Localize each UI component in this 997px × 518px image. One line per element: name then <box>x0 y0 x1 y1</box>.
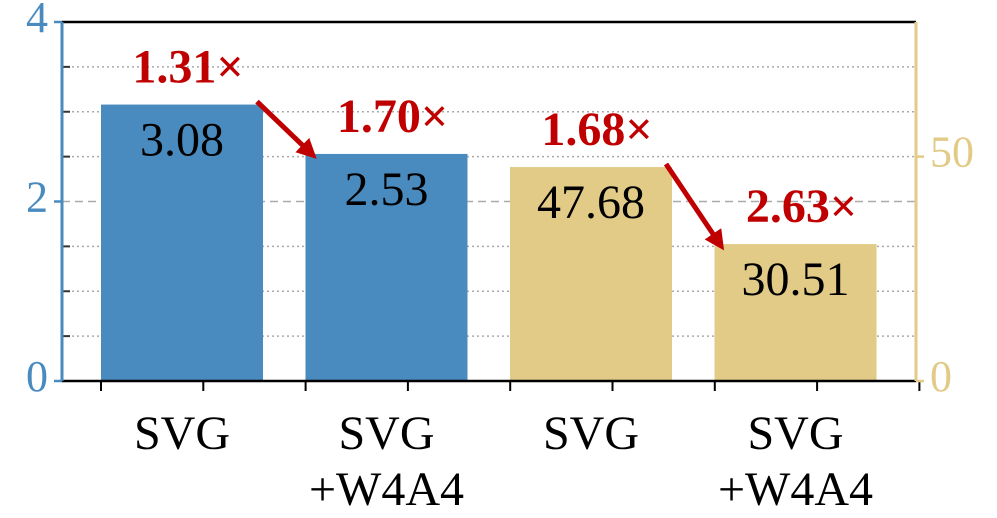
x-tick-label: SVG +W4A4 <box>718 407 873 516</box>
value-label: 47.68 <box>537 176 645 229</box>
x-tick-label-line: +W4A4 <box>309 463 464 516</box>
x-tick-label-line: +W4A4 <box>718 463 873 516</box>
x-tick-label-line: SVG <box>747 407 843 460</box>
x-tick-label: SVG <box>543 407 639 460</box>
x-tick-label-line: SVG <box>338 407 434 460</box>
annotation: 2.63× <box>746 180 857 233</box>
y2-tick-label: 0 <box>930 352 952 401</box>
arrow <box>255 99 317 159</box>
y2-tick-label: 50 <box>930 128 974 177</box>
annotation: 1.70× <box>337 90 448 143</box>
bar <box>305 153 468 381</box>
bar <box>510 167 672 381</box>
x-tick-label: SVG +W4A4 <box>309 407 464 516</box>
x-tick-label-line: SVG <box>543 407 639 460</box>
annotation: 1.68× <box>541 103 652 156</box>
value-label: 30.51 <box>742 253 850 306</box>
arrow <box>663 162 725 251</box>
x-tick-label: SVG <box>134 407 230 460</box>
y-tick-label: 0 <box>26 352 48 401</box>
value-label: 3.08 <box>140 114 224 167</box>
value-label: 2.53 <box>345 163 429 216</box>
annotation: 1.31× <box>132 41 243 94</box>
y-tick-label: 4 <box>26 0 48 42</box>
x-tick-label-line: SVG <box>134 407 230 460</box>
bar <box>101 104 263 381</box>
y-tick-label: 2 <box>26 173 48 222</box>
bar <box>714 244 877 381</box>
